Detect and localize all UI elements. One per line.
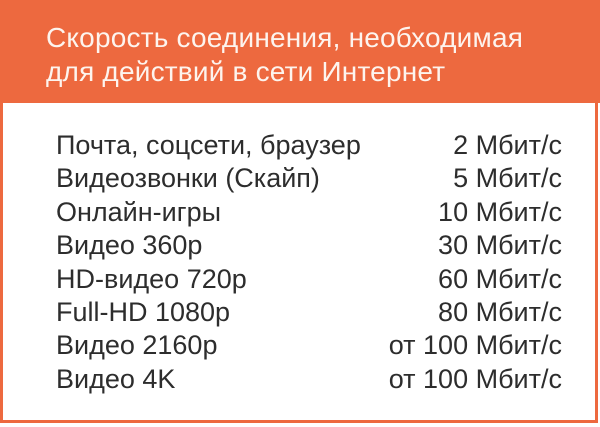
activity-label: HD-видео 720p	[56, 263, 247, 294]
speed-table: Почта, соцсети, браузер 2 Мбит/с Видеозв…	[0, 103, 598, 423]
page-title-line-1: Скорость соединения, необходимая	[46, 22, 524, 53]
activity-label: Видео 4K	[56, 363, 176, 394]
speed-value: 60 Мбит/с	[438, 263, 562, 294]
page-title-line-2: для действий в сети Интернет	[46, 56, 446, 87]
table-row: Онлайн-игры 10 Мбит/с	[56, 196, 562, 229]
table-row: Видео 360p 30 Мбит/с	[56, 229, 562, 262]
speed-value: 2 Мбит/с	[453, 130, 562, 160]
table-row: HD-видео 720p 60 Мбит/с	[56, 263, 562, 296]
table-row: Видео 2160p от 100 Мбит/с	[56, 329, 562, 362]
activity-label: Full-HD 1080p	[56, 297, 231, 328]
speed-value: 80 Мбит/с	[438, 297, 562, 328]
speed-value: 10 Мбит/с	[438, 196, 562, 227]
speed-value: от 100 Мбит/с	[388, 363, 562, 394]
activity-label: Видео 2160p	[56, 330, 218, 361]
activity-label: Видеозвонки (Скайп)	[56, 163, 320, 194]
speed-value: 5 Мбит/с	[453, 163, 562, 194]
table-row: Видео 4K от 100 Мбит/с	[56, 363, 562, 396]
table-row: Видеозвонки (Скайп) 5 Мбит/с	[56, 162, 562, 195]
activity-label: Онлайн-игры	[56, 196, 222, 227]
speed-value: 30 Мбит/с	[438, 230, 562, 261]
activity-label: Почта, соцсети, браузер	[56, 130, 361, 160]
speed-value: от 100 Мбит/с	[388, 330, 562, 361]
table-row: Почта, соцсети, браузер 2 Мбит/с	[56, 129, 562, 162]
header-banner: Скорость соединения, необходимая для дей…	[0, 0, 600, 103]
activity-label: Видео 360p	[56, 230, 203, 261]
table-row: Full-HD 1080p 80 Мбит/с	[56, 296, 562, 329]
